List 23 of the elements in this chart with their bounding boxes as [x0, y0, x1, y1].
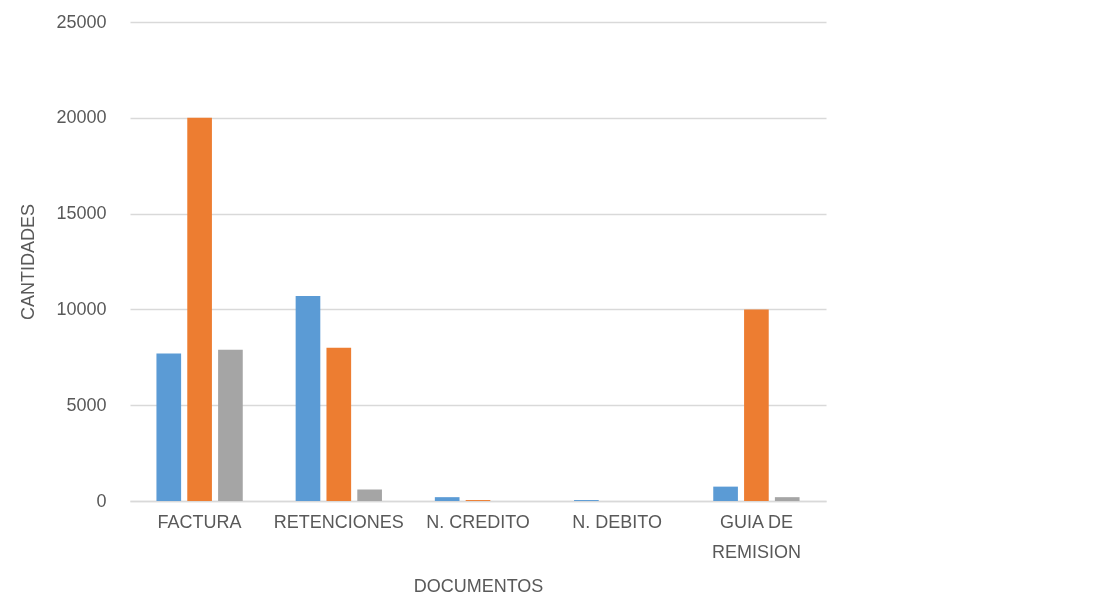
x-tick-label: FACTURA	[157, 511, 242, 532]
bar	[357, 489, 382, 501]
y-tick-label: 25000	[56, 11, 107, 32]
bar	[326, 347, 352, 501]
bar	[713, 486, 738, 501]
x-tick-label: GUIA DE REMISION	[711, 511, 801, 562]
y-tick-label: 10000	[56, 298, 107, 319]
y-axis-title: CANTIDADES	[18, 203, 39, 321]
x-tick-label: N. CREDITO	[426, 511, 530, 532]
x-tick-label: N. DEBITO	[572, 511, 663, 532]
y-tick-label: 5000	[66, 394, 107, 415]
bar	[187, 117, 212, 501]
y-tick-label: 0	[96, 490, 107, 511]
x-tick-label: RETENCIONES	[273, 511, 404, 532]
bar	[434, 497, 460, 501]
y-tick-label: 20000	[56, 107, 107, 128]
bar	[774, 497, 800, 501]
x-axis-title: DOCUMENTOS	[413, 575, 544, 596]
bar	[744, 309, 769, 501]
bar	[218, 349, 243, 501]
bar	[156, 353, 182, 501]
bar	[295, 295, 321, 501]
y-tick-label: 15000	[56, 203, 107, 224]
